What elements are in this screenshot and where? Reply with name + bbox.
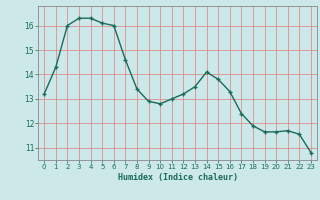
X-axis label: Humidex (Indice chaleur): Humidex (Indice chaleur)	[118, 173, 238, 182]
